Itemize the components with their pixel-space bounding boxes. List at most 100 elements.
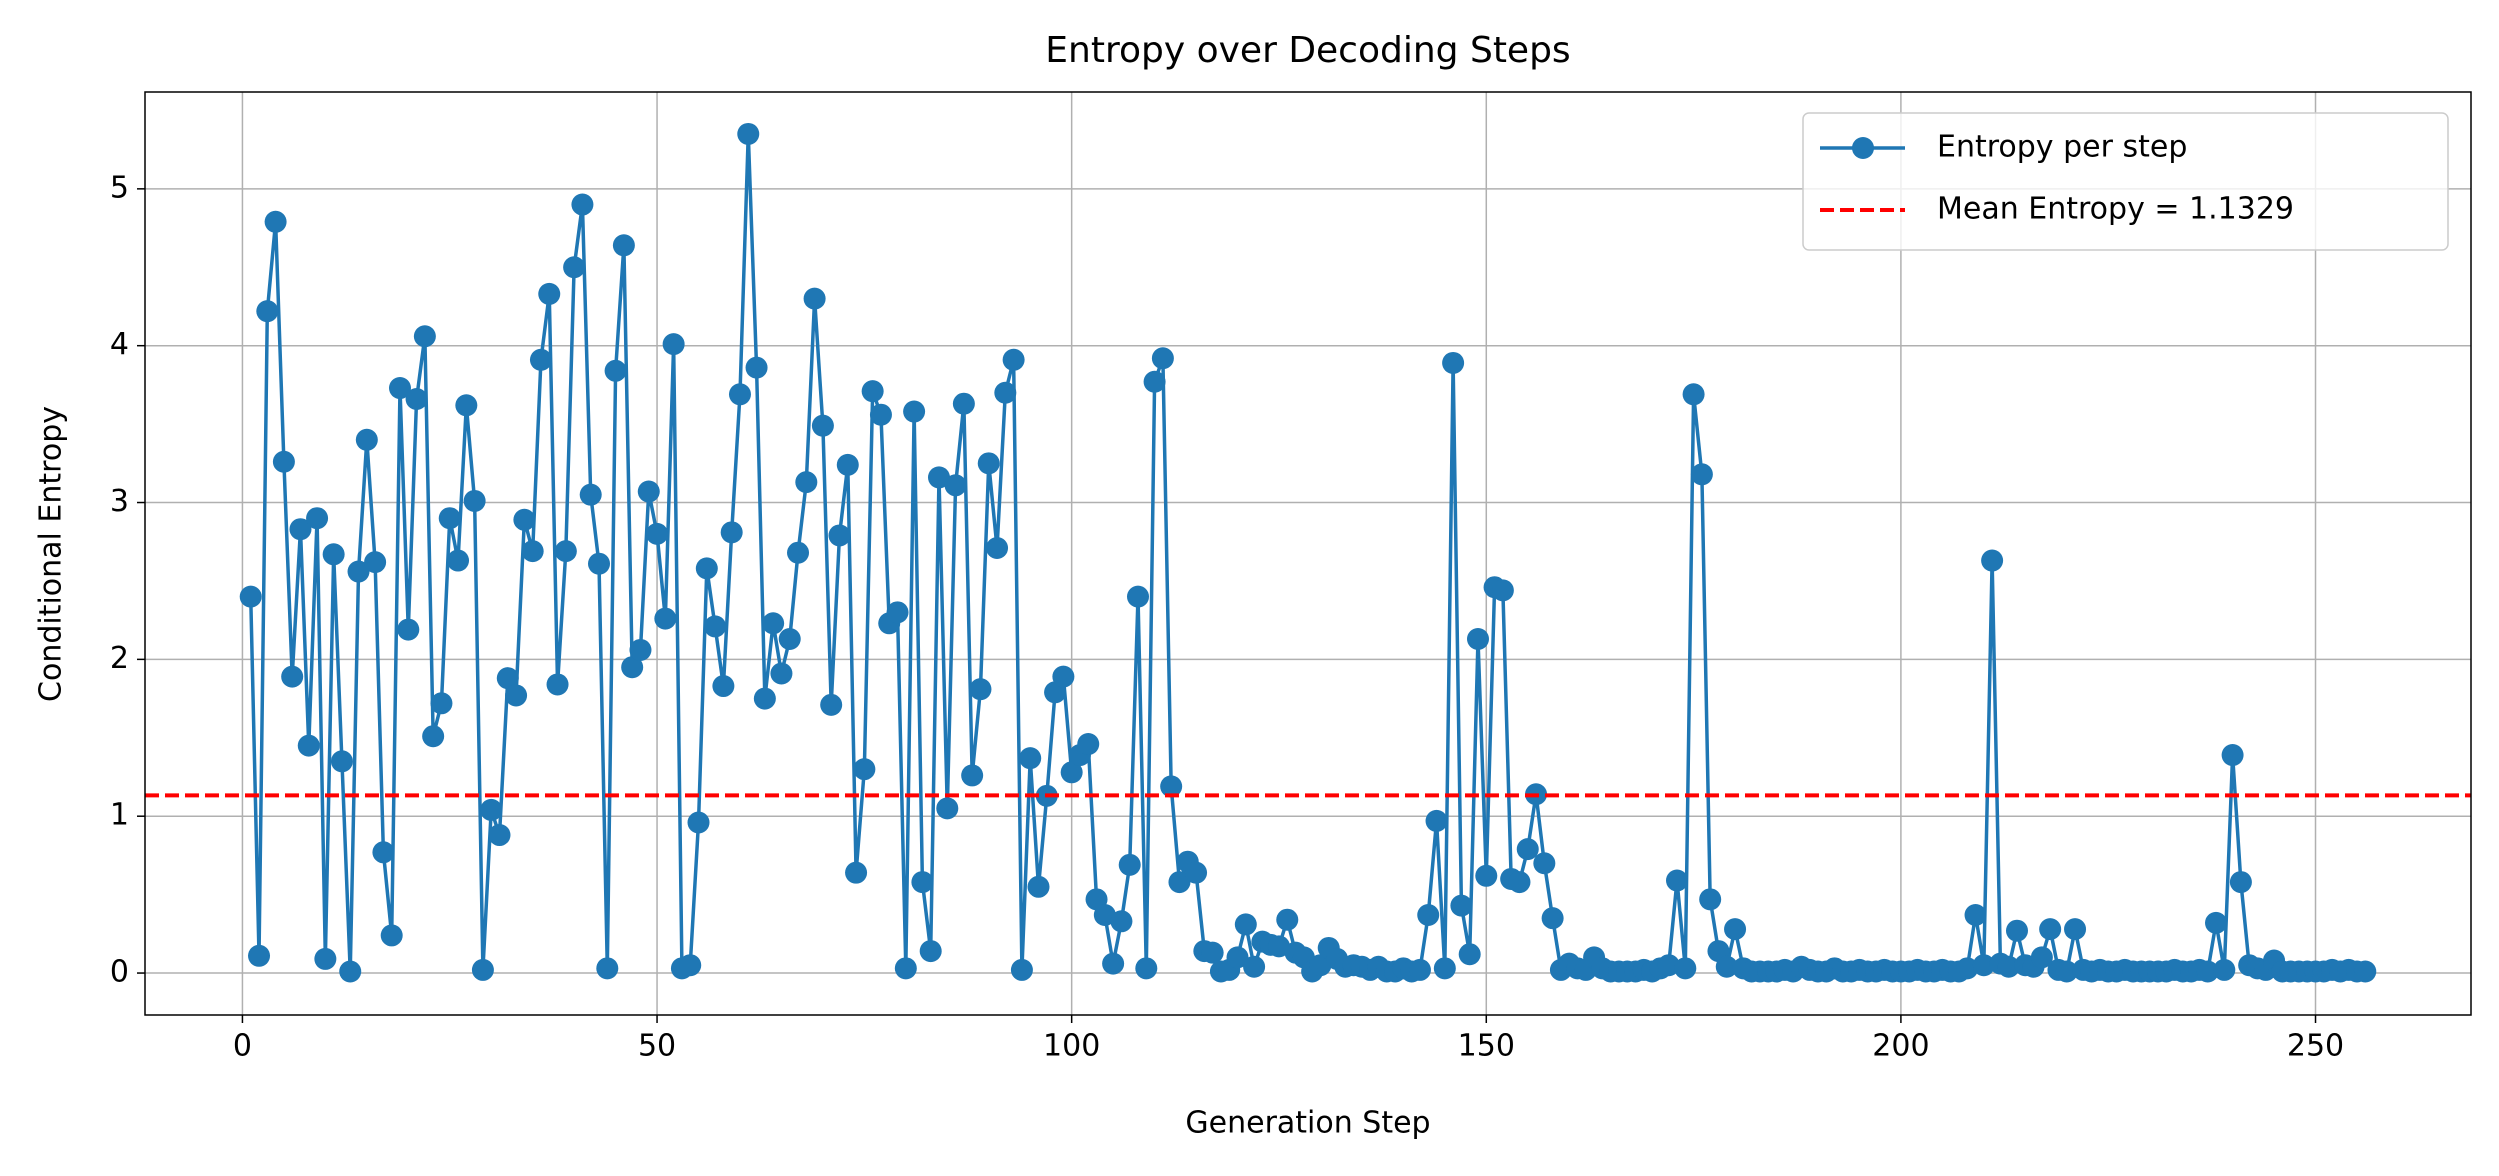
marker	[1715, 955, 1738, 978]
marker	[1433, 957, 1456, 980]
marker	[927, 466, 950, 489]
marker	[364, 551, 387, 574]
marker	[430, 692, 453, 715]
marker	[422, 725, 445, 748]
marker	[256, 300, 279, 323]
marker	[1541, 907, 1564, 930]
marker	[1458, 943, 1481, 966]
marker	[828, 524, 851, 547]
marker	[281, 665, 304, 688]
marker	[513, 508, 536, 531]
marker	[405, 388, 428, 411]
marker	[629, 638, 652, 661]
marker	[853, 758, 876, 781]
marker	[2354, 960, 2377, 983]
marker	[1060, 761, 1083, 784]
marker	[1964, 904, 1987, 927]
marker	[1010, 958, 1033, 981]
marker	[1491, 579, 1514, 602]
marker	[397, 618, 420, 641]
marker	[1110, 910, 1133, 933]
marker	[554, 540, 577, 563]
marker	[264, 210, 287, 233]
marker	[1027, 875, 1050, 898]
marker	[820, 693, 843, 716]
marker	[1143, 370, 1166, 393]
marker	[1674, 957, 1697, 980]
marker	[2229, 871, 2252, 894]
marker	[1516, 838, 1539, 861]
x-tick-label: 250	[2287, 1029, 2344, 1064]
marker	[1135, 957, 1158, 980]
marker	[1981, 549, 2004, 572]
marker	[745, 356, 768, 379]
marker	[1657, 954, 1680, 977]
marker	[1052, 665, 1075, 688]
marker	[455, 394, 478, 417]
marker	[1699, 888, 1722, 911]
marker	[471, 958, 494, 981]
marker	[1956, 957, 1979, 980]
marker	[795, 471, 818, 494]
marker	[944, 474, 967, 497]
marker	[1309, 954, 1332, 977]
marker	[654, 607, 677, 630]
marker	[919, 940, 942, 963]
marker	[314, 947, 337, 970]
marker	[2213, 958, 2236, 981]
marker	[1972, 954, 1995, 977]
marker	[529, 348, 552, 371]
marker	[861, 380, 884, 403]
marker	[380, 924, 403, 947]
marker	[1019, 747, 1042, 770]
marker	[563, 256, 586, 279]
marker	[463, 489, 486, 512]
marker	[1160, 775, 1183, 798]
marker	[695, 557, 718, 580]
marker	[1127, 585, 1150, 608]
marker	[1267, 935, 1290, 958]
marker	[496, 667, 519, 690]
marker	[289, 518, 312, 541]
x-tick-label: 0	[233, 1029, 252, 1064]
marker	[845, 861, 868, 884]
marker	[770, 662, 793, 685]
marker	[704, 615, 727, 638]
marker	[662, 333, 685, 356]
marker	[355, 428, 378, 451]
legend-box	[1802, 112, 2449, 251]
y-tick-label: 2	[110, 641, 129, 676]
marker	[339, 960, 362, 983]
marker	[961, 764, 984, 787]
marker	[1508, 871, 1531, 894]
marker	[737, 122, 760, 145]
y-tick-label: 1	[110, 798, 129, 833]
marker	[388, 377, 411, 400]
marker	[994, 381, 1017, 404]
x-tick-label: 150	[1458, 1029, 1515, 1064]
marker	[803, 287, 826, 310]
marker	[480, 798, 503, 821]
marker	[1475, 864, 1498, 887]
marker	[977, 452, 1000, 475]
marker	[272, 450, 295, 473]
marker	[1185, 861, 1208, 884]
marker	[612, 234, 635, 257]
legend-label: Mean Entropy = 1.1329	[1937, 192, 2294, 227]
marker	[679, 954, 702, 977]
x-tick-label: 50	[638, 1029, 676, 1064]
marker	[1682, 383, 1705, 406]
marker	[579, 483, 602, 506]
marker	[2005, 919, 2028, 942]
marker	[1724, 918, 1747, 941]
marker	[596, 957, 619, 980]
marker	[1666, 869, 1689, 892]
marker	[952, 392, 975, 415]
marker	[1450, 894, 1473, 917]
marker	[1425, 809, 1448, 832]
marker	[1077, 733, 1100, 756]
marker	[306, 507, 329, 530]
marker	[720, 521, 743, 544]
marker	[903, 400, 926, 423]
